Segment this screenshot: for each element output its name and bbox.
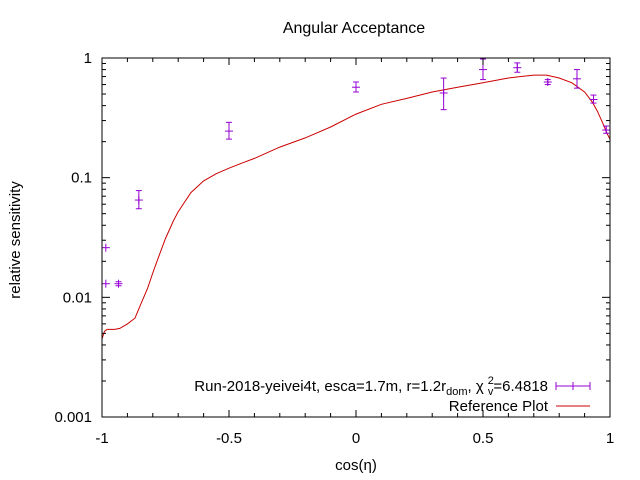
data-point (513, 62, 522, 73)
data-point (134, 190, 143, 210)
data-point (101, 243, 110, 252)
x-tick-label: -1 (95, 430, 108, 447)
y-tick-label: 0.01 (63, 289, 92, 306)
x-tick-label: 1 (606, 430, 614, 447)
data-point (352, 81, 360, 93)
legend-label-prefix: Run-2018-yeivei4t, esca=1.7m, r=1.2r (194, 378, 446, 395)
y-tick-label: 1 (84, 50, 92, 67)
legend-label-mid: , χ (468, 378, 484, 395)
x-tick-label: 0 (352, 430, 360, 447)
legend-sample-data (555, 382, 591, 390)
legend-label-sub-v: v (488, 386, 494, 398)
y-axis-label: relative sensitivity (7, 181, 24, 299)
legend-label-suffix: =6.4818 (493, 378, 548, 395)
chart-title: Angular Acceptance (283, 20, 425, 37)
data-point (101, 279, 110, 288)
reference-line (101, 74, 611, 339)
plot-area (101, 58, 611, 339)
data-point (543, 78, 552, 87)
data-point (572, 69, 581, 89)
y-tick-label: 0.001 (54, 409, 92, 426)
legend: Run-2018-yeivei4t, esca=1.7m, r=1.2rdom,… (194, 375, 591, 415)
legend-label-sub-dom: dom (446, 386, 467, 398)
legend-label-sup-2: 2 (488, 375, 494, 387)
data-point (589, 94, 598, 104)
legend-label-data: Run-2018-yeivei4t, esca=1.7m, r=1.2rdom,… (194, 375, 548, 398)
x-tick-label: 0.5 (473, 430, 494, 447)
data-point (225, 121, 233, 140)
axes: -1 -0.5 0 0.5 1 0.001 0.01 0.1 1 (54, 50, 614, 447)
data-point (114, 279, 123, 288)
data-point (602, 125, 611, 135)
x-tick-label: -0.5 (216, 430, 242, 447)
x-axis-label: cos(η) (335, 457, 377, 474)
data-point (439, 77, 448, 111)
y-tick-label: 0.1 (71, 170, 92, 187)
legend-label-reference: Reference Plot (449, 398, 549, 415)
